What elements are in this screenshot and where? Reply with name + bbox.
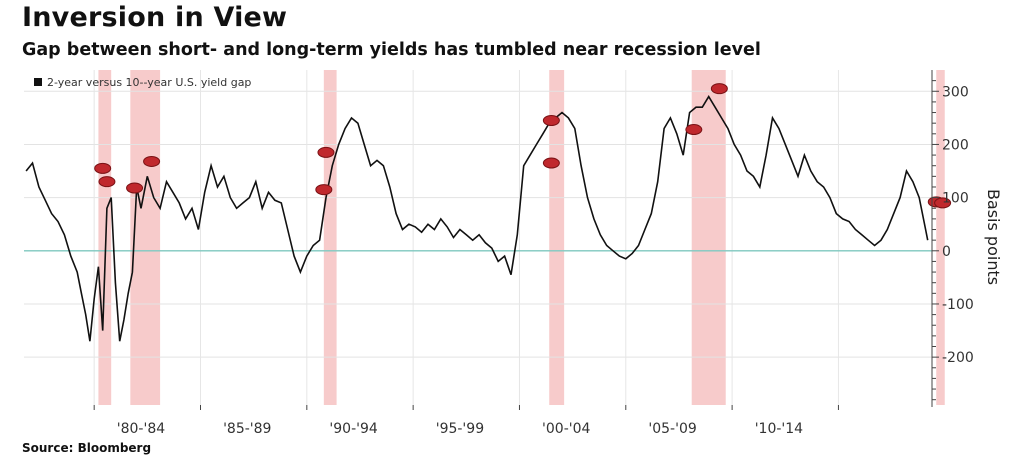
marker-5: [315, 184, 333, 196]
chart-title: Inversion in View: [22, 2, 288, 33]
source-note: Source: Bloomberg: [22, 441, 152, 455]
x-tick-label-6: '10-'14: [755, 421, 803, 437]
marker-0: [94, 162, 112, 174]
y-axis-ticks: 300 200 100 0 -100 -200: [932, 80, 974, 401]
y-tick-label-5: -200: [942, 350, 974, 366]
recession-band-5: [936, 70, 945, 405]
recession-markers: [94, 83, 952, 209]
legend-swatch: [34, 78, 42, 86]
marker-4: [317, 146, 335, 158]
x-axis-ticks: '80-'84 '85-'89 '90-'94 '95-'99 '00-'04 '05-'…: [93, 405, 839, 437]
y-tick-label-0: 300: [942, 84, 969, 100]
x-tick-label-3: '95-'99: [436, 421, 484, 437]
recession-band-2: [323, 70, 337, 405]
y-tick-label-1: 200: [942, 137, 969, 153]
y-tick-label-3: 0: [942, 244, 951, 260]
marker-6: [542, 115, 560, 127]
recession-band-3: [549, 70, 565, 405]
marker-11: [934, 197, 952, 209]
x-tick-label-1: '85-'89: [223, 421, 271, 437]
y-tick-label-4: -100: [942, 297, 974, 313]
recession-bands: [98, 70, 945, 405]
x-tick-label-4: '00-'04: [542, 421, 590, 437]
x-tick-label-5: '05-'09: [648, 421, 696, 437]
marker-3: [143, 155, 161, 167]
marker-7: [542, 157, 560, 169]
chart-subtitle: Gap between short- and long-term yields …: [22, 40, 761, 60]
recession-band-1: [130, 70, 161, 405]
recession-band-0: [98, 70, 112, 405]
x-tick-label-0: '80-'84: [117, 421, 165, 437]
marker-9: [710, 83, 728, 95]
marker-2: [126, 182, 144, 194]
recession-band-4: [691, 70, 726, 405]
y-tick-label-2: 100: [942, 191, 969, 207]
legend: 2-year versus 10--year U.S. yield gap: [34, 76, 251, 89]
grid-lines: [24, 70, 932, 405]
marker-1: [98, 176, 116, 188]
x-tick-label-2: '90-'94: [329, 421, 377, 437]
marker-8: [685, 124, 703, 136]
legend-label: 2-year versus 10--year U.S. yield gap: [47, 76, 251, 89]
y-axis-title: Basis points: [984, 189, 1003, 285]
series-line-yield-gap: [25, 95, 929, 342]
